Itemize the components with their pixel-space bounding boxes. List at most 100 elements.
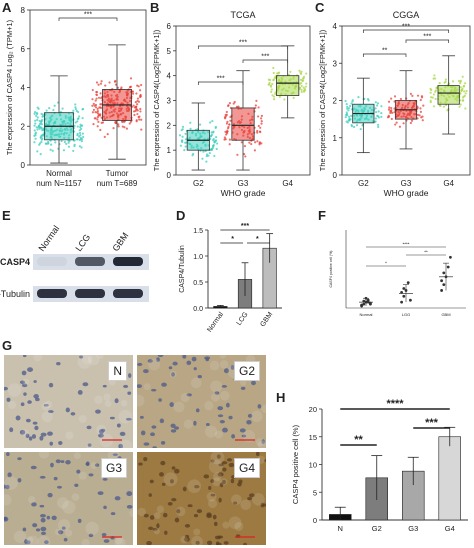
data-point [33, 124, 36, 127]
data-point [205, 160, 208, 163]
data-point [138, 89, 142, 92]
cell-nucleus [95, 409, 101, 414]
data-point [38, 119, 41, 123]
data-point [136, 112, 139, 116]
y-tick-label: 15 [309, 433, 317, 442]
significance-bracket [58, 17, 118, 21]
cell-nucleus [171, 498, 177, 502]
cell-nucleus [6, 397, 11, 402]
cell-nucleus [128, 373, 132, 378]
tissue-texture [115, 536, 123, 545]
data-point [60, 139, 63, 143]
data-point [346, 114, 349, 117]
cell-nucleus [193, 420, 197, 426]
tissue-texture [153, 512, 161, 519]
y-axis-label: CASP4 positive cell (%) [329, 251, 333, 288]
data-point [260, 117, 263, 120]
x-tick-sublabel: num T=689 [97, 179, 138, 188]
data-point [227, 125, 230, 129]
significance-bracket [197, 81, 244, 85]
box-g4 [276, 75, 300, 96]
tissue-texture [33, 355, 42, 362]
x-tick-label: N [338, 524, 343, 533]
tissue-texture [212, 477, 222, 487]
cell-nucleus [87, 443, 92, 447]
cell-nucleus [119, 431, 126, 436]
data-point [429, 91, 432, 94]
tissue-texture [187, 479, 202, 493]
tissue-texture [240, 379, 247, 386]
data-point [94, 103, 98, 107]
significance-label: *** [239, 40, 247, 47]
cell-nucleus [228, 415, 233, 420]
data-point [463, 90, 466, 93]
cell-nucleus [77, 518, 82, 524]
cell-nucleus [98, 433, 104, 438]
data-point [360, 303, 363, 307]
tissue-texture [62, 500, 76, 514]
cell-nucleus [247, 413, 253, 418]
significance-bracket [242, 59, 289, 63]
data-point [298, 82, 302, 85]
data-point [210, 133, 214, 136]
tissue-texture [104, 400, 112, 408]
tissue-texture [37, 535, 51, 545]
data-point [271, 82, 274, 86]
data-point [76, 138, 79, 141]
tissue-texture [78, 471, 87, 480]
data-point [95, 97, 98, 100]
data-point [97, 120, 100, 123]
data-point [439, 104, 442, 107]
cell-nucleus [63, 537, 68, 542]
cell-nucleus [109, 416, 115, 420]
cell-nucleus [152, 446, 157, 448]
data-point [228, 123, 231, 126]
data-point [82, 135, 85, 139]
data-point [459, 86, 462, 89]
panel-label-h: H [276, 390, 286, 405]
tissue-texture [137, 507, 146, 517]
data-point [347, 107, 351, 110]
tissue-texture [96, 355, 104, 360]
data-point [94, 117, 97, 120]
data-point [344, 116, 347, 119]
data-point [44, 142, 47, 145]
data-point [402, 294, 406, 298]
data-point [459, 99, 462, 102]
data-point [99, 82, 103, 85]
tissue-texture [87, 355, 100, 366]
data-point [257, 124, 260, 128]
tissue-texture [205, 425, 218, 438]
data-point [138, 115, 141, 118]
data-point [299, 86, 302, 90]
cell-nucleus [218, 497, 222, 503]
y-tick-label: 5 [167, 47, 172, 56]
panel-label-c: C [315, 0, 325, 15]
cell-nucleus [60, 460, 65, 464]
cell-nucleus [241, 434, 247, 438]
data-point [225, 113, 228, 116]
lane-label: GBM [110, 231, 130, 254]
significance-label: ** [382, 48, 388, 55]
tissue-texture [129, 509, 133, 518]
data-point [40, 118, 44, 122]
tissue-texture [25, 536, 34, 544]
data-point [459, 92, 462, 95]
data-point [94, 99, 97, 102]
data-point [208, 151, 211, 155]
data-point [434, 89, 438, 92]
tissue-texture [190, 377, 202, 389]
data-point [256, 131, 259, 134]
x-tick-label: LGG [402, 312, 410, 317]
data-point [443, 81, 446, 84]
data-point [73, 139, 76, 142]
data-point [256, 140, 259, 143]
cell-nucleus [76, 469, 81, 474]
y-tick-label: 3 [333, 59, 338, 68]
data-point [76, 132, 79, 135]
data-point [345, 102, 348, 106]
cell-nucleus [82, 382, 89, 387]
tissue-texture [27, 535, 39, 545]
western-blot-labels: Normal LCG GBM CASP4 α-Tubulin [0, 224, 130, 299]
data-point [232, 102, 235, 105]
